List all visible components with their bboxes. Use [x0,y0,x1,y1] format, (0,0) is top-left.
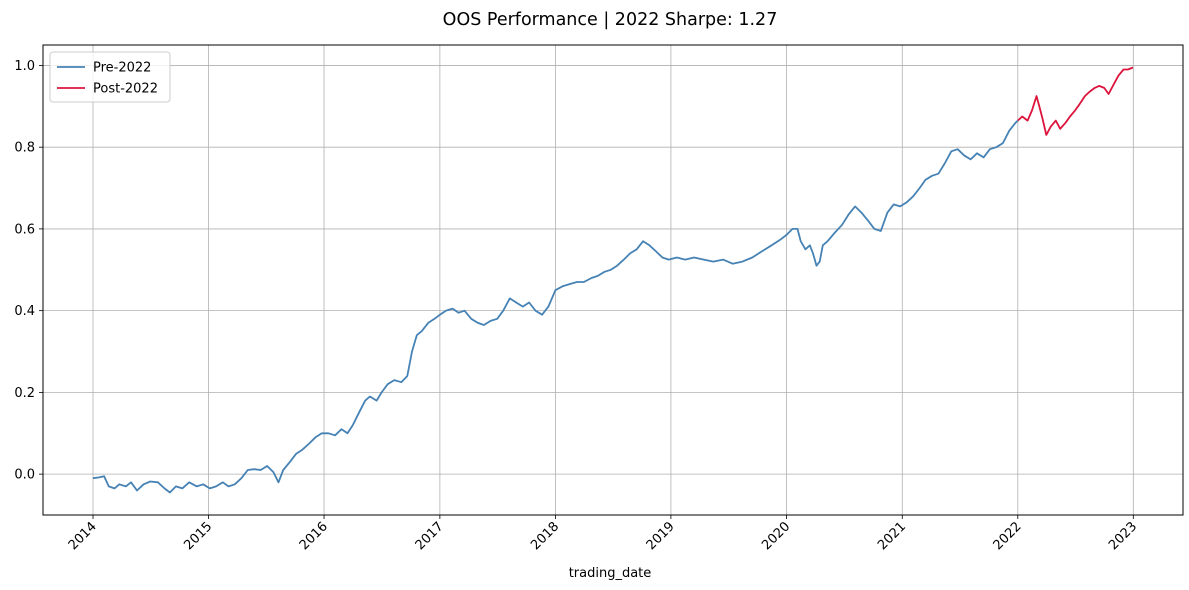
plot-frame [42,44,1184,516]
legend-label: Pre-2022 [93,61,151,76]
y-tick-label: 0.0 [14,468,35,483]
series-line-pre-2022 [92,119,1019,494]
y-tick-label: 1.0 [14,59,35,74]
y-tick-label: 0.2 [14,386,35,401]
grid [43,45,1183,515]
series-layer [92,66,1134,494]
chart-title: OOS Performance | 2022 Sharpe: 1.27 [443,10,778,30]
x-axis-label: trading_date [569,566,652,581]
y-tick-label: 0.6 [14,222,35,237]
y-tick-label: 0.8 [14,141,35,156]
y-axis: 0.0 0.2 0.4 0.6 0.8 1.0 [14,59,43,483]
legend-label: Post-2022 [93,82,158,97]
legend: Pre-2022 Post-2022 [49,51,171,103]
series-line-post-2022 [1017,66,1134,136]
legend-box [49,51,171,103]
y-tick-label: 0.4 [14,304,35,319]
